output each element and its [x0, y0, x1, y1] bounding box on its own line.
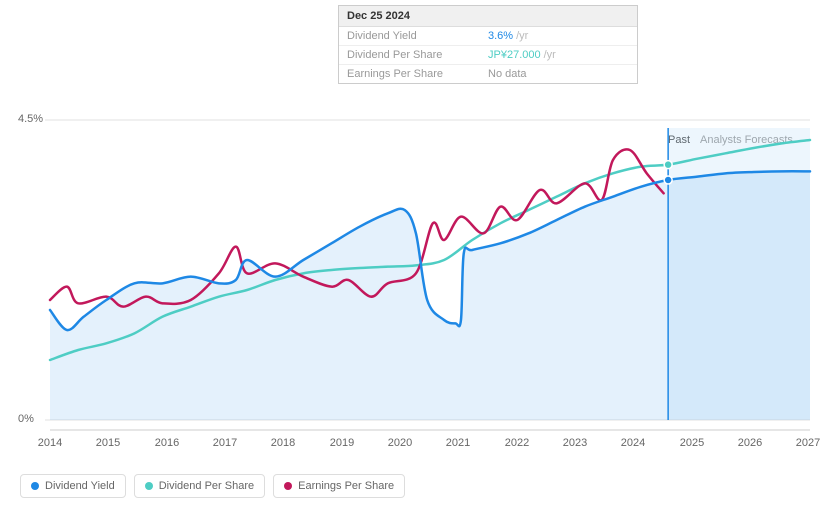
chart-tooltip: Dec 25 2024 Dividend Yield3.6%/yrDividen… — [338, 5, 638, 84]
marker-dot-yield — [664, 176, 672, 184]
chart-legend: Dividend Yield Dividend Per Share Earnings… — [20, 474, 405, 498]
tooltip-row: Earnings Per ShareNo data — [339, 65, 637, 83]
tooltip-date: Dec 25 2024 — [339, 6, 637, 27]
legend-label: Earnings Per Share — [298, 480, 394, 492]
legend-item[interactable]: Dividend Yield — [20, 474, 126, 498]
legend-label: Dividend Yield — [45, 480, 115, 492]
tooltip-row: Dividend Per ShareJP¥27.000/yr — [339, 46, 637, 65]
legend-dot — [284, 482, 292, 490]
tooltip-metric-value: JP¥27.000/yr — [488, 49, 629, 61]
legend-dot — [31, 482, 39, 490]
tooltip-metric-value: No data — [488, 68, 629, 80]
legend-item[interactable]: Dividend Per Share — [134, 474, 265, 498]
marker-dot-dps — [664, 161, 672, 169]
legend-item[interactable]: Earnings Per Share — [273, 474, 405, 498]
tooltip-metric-label: Dividend Per Share — [347, 49, 488, 61]
tooltip-metric-label: Earnings Per Share — [347, 68, 488, 80]
dividend-yield-area — [50, 171, 810, 420]
tooltip-metric-label: Dividend Yield — [347, 30, 488, 42]
dividend-chart: Dec 25 2024 Dividend Yield3.6%/yrDividen… — [0, 0, 821, 508]
legend-label: Dividend Per Share — [159, 480, 254, 492]
legend-dot — [145, 482, 153, 490]
tooltip-row: Dividend Yield3.6%/yr — [339, 27, 637, 46]
tooltip-metric-value: 3.6%/yr — [488, 30, 629, 42]
